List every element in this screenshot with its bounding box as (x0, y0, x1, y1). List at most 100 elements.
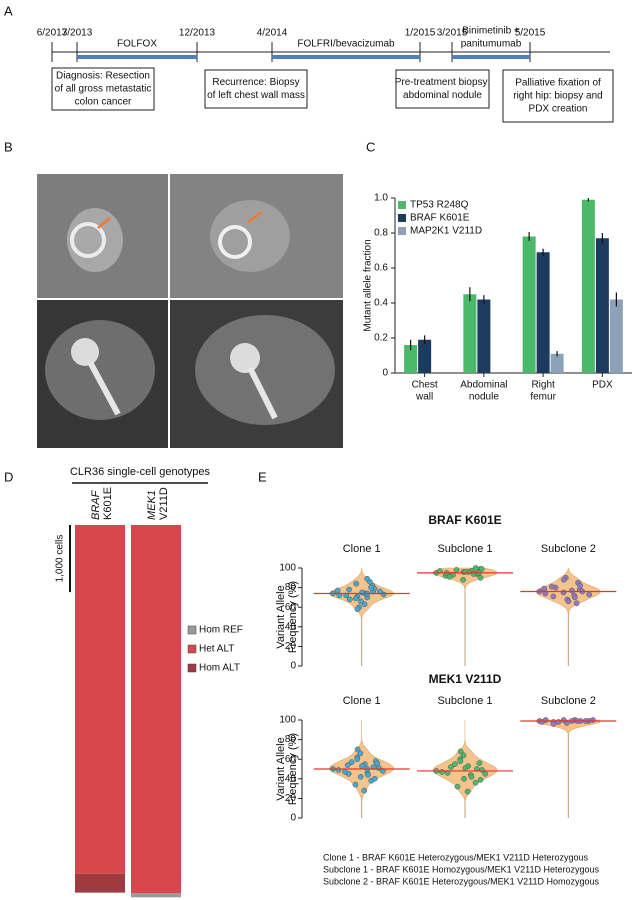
column-label: BRAF (90, 489, 102, 520)
violin (536, 567, 601, 666)
data-point (477, 776, 484, 783)
x-tick-label: wall (415, 392, 433, 403)
y-tick-label: 20 (285, 641, 297, 652)
y-tick-label: 0 (290, 813, 296, 824)
arrow (97, 217, 111, 229)
violin (536, 719, 601, 818)
legend-swatch (398, 227, 406, 235)
column-label: V211D (158, 487, 170, 520)
data-point (462, 569, 469, 575)
legend-label: Hom REF (199, 625, 243, 636)
event-text: Diagnosis: Resection (56, 71, 150, 82)
chart-title: MEK1 V211D (429, 672, 502, 686)
data-point (462, 765, 469, 771)
data-point (470, 571, 477, 577)
legend-swatch (398, 214, 406, 222)
data-point (454, 783, 461, 790)
data-point (539, 719, 545, 725)
y-tick-label: 80 (285, 582, 297, 593)
bar (550, 353, 564, 373)
data-point (448, 764, 454, 770)
data-point (335, 767, 342, 773)
column-label: MEK1 (146, 490, 158, 520)
ct-bone (87, 360, 121, 416)
ct-bone (70, 222, 106, 258)
panel-label: C (366, 139, 375, 154)
data-point (346, 596, 353, 603)
ct-images (37, 174, 343, 448)
bar (477, 299, 491, 373)
category-label: Subclone 1 (437, 543, 492, 555)
data-point (352, 595, 359, 602)
heatmap-segment (75, 525, 125, 874)
data-point (555, 719, 562, 725)
x-tick-label: femur (530, 392, 556, 403)
data-point (358, 598, 364, 605)
data-point (353, 580, 360, 587)
category-label: Subclone 2 (541, 543, 596, 555)
x-tick-label: Abdominal (460, 380, 507, 391)
data-point (460, 576, 466, 583)
event-text: colon cancer (75, 97, 132, 108)
data-point (464, 788, 471, 795)
category-label: Subclone 2 (541, 695, 596, 707)
event-text: of all gross metastatic (55, 84, 152, 95)
y-tick-label: 0.4 (374, 298, 388, 309)
data-point (345, 771, 352, 777)
event-text: PDX creation (529, 104, 588, 115)
data-point (468, 773, 475, 780)
date-label: 6/2013 (37, 28, 68, 39)
data-point (560, 589, 567, 596)
event-text: Pre-treatment biopsy: (395, 77, 491, 88)
event-box (502, 69, 614, 123)
data-point (457, 748, 464, 755)
y-axis-label: Mutant allele fraction (363, 239, 374, 331)
y-tick-label: 0 (382, 368, 388, 379)
data-point (380, 768, 386, 774)
data-point (472, 565, 479, 571)
y-tick-label: 80 (285, 734, 297, 745)
y-axis-label: Frequency (%) (287, 733, 299, 805)
data-point (359, 589, 365, 596)
data-point (560, 576, 567, 583)
event-box (204, 69, 308, 109)
event-box (395, 69, 490, 109)
treatment-label: Binimetinib + (462, 26, 520, 37)
y-tick-label: 1.0 (374, 193, 388, 204)
y-axis-label: Frequency (%) (287, 581, 299, 653)
data-point (549, 583, 555, 590)
heatmap-segment (131, 525, 181, 894)
data-point (370, 764, 377, 770)
data-point (357, 750, 364, 757)
column-label: K601E (102, 487, 114, 520)
data-point (371, 775, 378, 782)
event-text: abdominal nodule (403, 90, 482, 101)
y-tick-label: 0.2 (374, 333, 388, 344)
category-label: Clone 1 (343, 695, 381, 707)
heatmap-segment (75, 873, 125, 893)
bar (536, 252, 550, 373)
y-axis-label: Variant Allele (275, 737, 287, 800)
data-point (343, 592, 349, 599)
data-point (361, 601, 368, 608)
date-label: 7/2013 (62, 28, 93, 39)
violin (432, 567, 498, 666)
bar (418, 339, 432, 373)
legend-swatch (187, 663, 197, 673)
legend-swatch (187, 625, 197, 635)
scale-bar-label: 1,000 cells (55, 535, 66, 583)
y-tick-label: 40 (285, 621, 297, 632)
violin (329, 567, 394, 666)
event-text: right hip: biopsy and (513, 91, 603, 102)
ct-bone (247, 366, 278, 420)
data-point (344, 762, 351, 768)
event-box (51, 67, 155, 111)
x-tick-label: Chest (412, 380, 438, 391)
bar (463, 294, 477, 373)
legend-swatch (187, 644, 197, 654)
legend-label: Het ALT (199, 644, 234, 655)
data-point (472, 779, 479, 786)
y-axis-label: Variant Allele (275, 585, 287, 648)
panel-label: D (4, 469, 13, 484)
